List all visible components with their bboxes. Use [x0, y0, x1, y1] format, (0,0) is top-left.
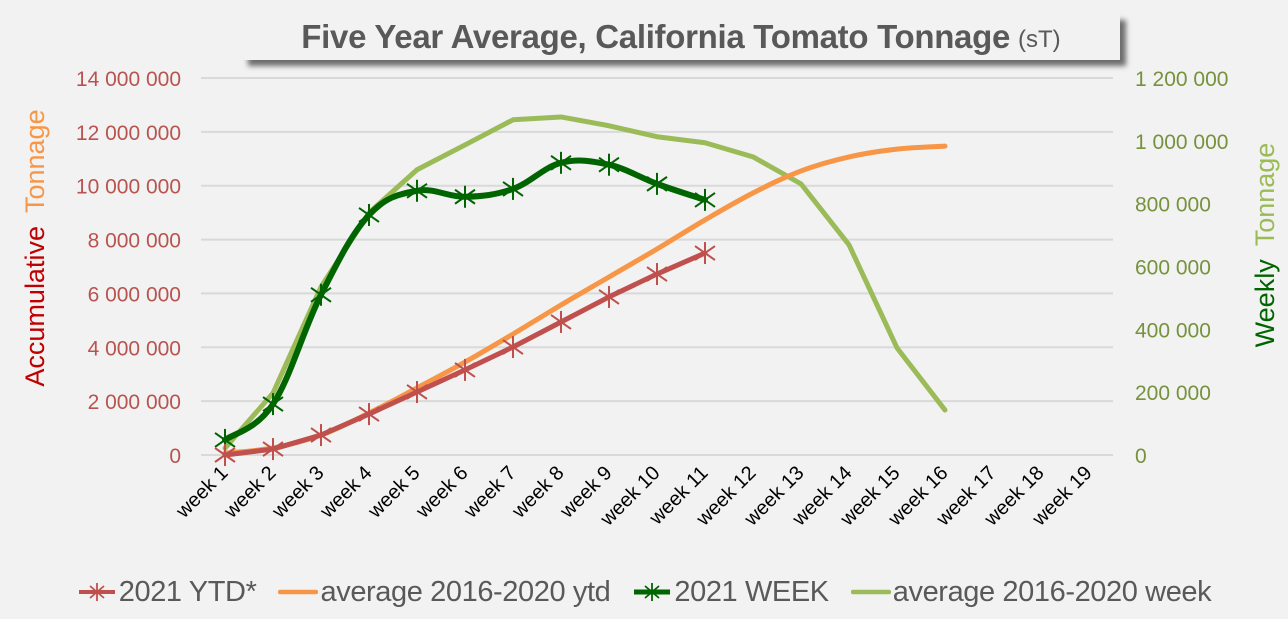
right-tick-label: 600 000 — [1135, 257, 1211, 280]
left-tick-label: 14 000 000 — [76, 68, 181, 91]
right-tick-label: 200 000 — [1135, 382, 1211, 405]
series-line — [222, 143, 948, 456]
series-2021-week — [214, 151, 716, 451]
series-2021-ytd- — [214, 242, 716, 466]
data-point-marker — [694, 242, 716, 265]
data-point-marker — [406, 380, 428, 403]
series-line — [222, 157, 708, 443]
legend-swatch-2021-ytd — [78, 583, 115, 601]
left-tick-label: 6 000 000 — [88, 283, 181, 306]
legend-swatch-avg-week — [850, 589, 891, 595]
left-axis-title-part1: Accumulative — [20, 226, 50, 387]
data-point-marker — [214, 444, 236, 466]
right-axis-title-part2: Tonnage — [1250, 143, 1280, 247]
series-average-2016-2020-ytd — [222, 143, 948, 456]
left-axis-title-part2: Tonnage — [20, 109, 50, 213]
series-line — [222, 114, 948, 451]
data-point-marker — [646, 172, 668, 195]
legend-swatch-2021-week — [634, 583, 671, 601]
data-point-marker — [454, 358, 476, 381]
data-point-marker — [598, 285, 620, 308]
data-point-marker — [262, 438, 284, 461]
x-tick-label: week 5 — [363, 462, 424, 523]
legend-label: 2021 WEEK — [674, 575, 829, 608]
left-tick-label: 10 000 000 — [76, 176, 181, 199]
x-tick-label: week 8 — [507, 462, 568, 523]
legend-label: average 2016-2020 week — [892, 575, 1212, 608]
x-tick-label: week 4 — [315, 462, 376, 523]
legend-item-avg-ytd[interactable]: average 2016-2020 ytd — [278, 575, 611, 609]
legend-swatch-avg-ytd — [278, 589, 319, 595]
legend-label: 2021 YTD* — [118, 575, 257, 608]
left-tick-label: 8 000 000 — [88, 230, 181, 253]
chart-title-box: Five Year Average, California Tomato Ton… — [242, 14, 1120, 60]
series-average-2016-2020-week — [222, 114, 948, 451]
x-tick-label: week 2 — [219, 462, 280, 523]
x-tick-label: week 1 — [171, 462, 232, 523]
right-axis-ticks: 0 200 000 400 000 600 000 800 000 1 000 000 1 … — [1135, 68, 1228, 468]
x-tick-label: week 6 — [411, 462, 472, 523]
legend-item-2021-ytd[interactable]: 2021 YTD* — [77, 576, 257, 609]
right-tick-label: 400 000 — [1135, 319, 1211, 342]
data-point-marker — [502, 177, 524, 200]
data-point-marker — [310, 283, 332, 306]
data-point-marker — [502, 336, 524, 359]
x-tick-label: week 3 — [267, 462, 328, 523]
data-point-marker — [550, 151, 572, 174]
data-point-marker — [598, 153, 620, 176]
right-tick-label: 1 200 000 — [1135, 68, 1228, 91]
legend-item-2021-week[interactable]: 2021 WEEK — [632, 575, 829, 609]
chart-title: Five Year Average, California Tomato Ton… — [301, 18, 1011, 55]
data-point-marker — [646, 263, 668, 286]
right-tick-label: 1 000 000 — [1135, 131, 1228, 154]
left-tick-label: 12 000 000 — [76, 122, 181, 145]
left-tick-label: 2 000 000 — [88, 391, 181, 414]
data-point-marker — [454, 185, 476, 208]
right-tick-label: 0 — [1135, 445, 1147, 468]
legend-label: average 2016-2020 ytd — [320, 575, 611, 608]
data-point-marker — [310, 424, 332, 447]
right-axis-title: Weekly Tonnage — [1250, 143, 1280, 348]
left-tick-label: 4 000 000 — [88, 337, 181, 360]
data-point-marker — [262, 393, 284, 416]
data-point-marker — [358, 403, 380, 426]
right-axis-title-part1: Weekly — [1250, 259, 1280, 348]
legend: 2021 YTD* average 2016-2020 ytd 2021 WEE… — [0, 572, 1288, 612]
chart-title-unit: (sT) — [1018, 26, 1061, 53]
left-axis-title: Accumulative Tonnage — [20, 109, 50, 386]
right-tick-label: 800 000 — [1135, 194, 1211, 217]
legend-item-avg-week[interactable]: average 2016-2020 week — [850, 575, 1212, 609]
left-tick-label: 0 — [169, 445, 181, 468]
data-point-marker — [406, 179, 428, 202]
data-point-marker — [694, 188, 716, 211]
data-point-marker — [550, 310, 572, 333]
data-point-marker — [358, 203, 380, 226]
left-axis-ticks: 0 2 000 000 4 000 000 6 000 000 8 000 000 10 … — [76, 68, 181, 468]
series-layer — [214, 114, 948, 466]
x-tick-label: week 7 — [459, 462, 520, 523]
